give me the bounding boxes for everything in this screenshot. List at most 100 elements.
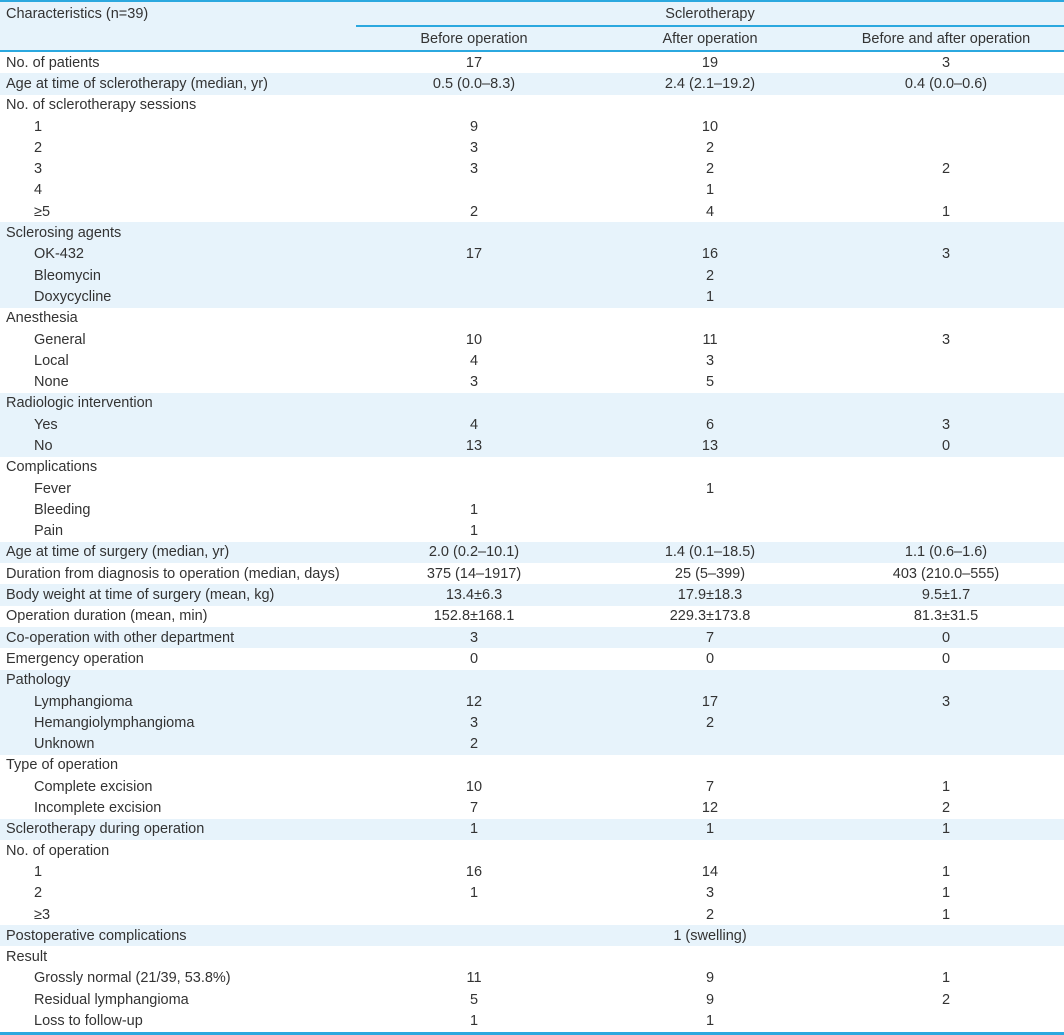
- cell-value: [828, 137, 1064, 158]
- cell-value: 0.5 (0.0–8.3): [356, 73, 592, 95]
- table-subrow: Residual lymphangioma 5 9 2: [0, 989, 1064, 1010]
- cell-value: 4: [705, 203, 715, 220]
- cell-value: [828, 286, 1064, 308]
- row-label: Emergency operation: [6, 650, 144, 667]
- table-subrow: Hemangiolymphangioma 3 2: [0, 712, 1064, 734]
- cell-value: 13: [592, 435, 828, 457]
- table-subrow: OK-432 17 16 3: [0, 243, 1064, 265]
- cell-value: 0: [469, 650, 479, 667]
- cell-value: 1: [941, 863, 951, 880]
- table-row: Duration from diagnosis to operation (me…: [0, 563, 1064, 584]
- row-label: Pathology: [0, 669, 356, 691]
- cell-value: 1: [941, 970, 951, 987]
- cell-value: 2: [705, 906, 715, 923]
- cell-value: [828, 755, 1064, 776]
- cell-value: 17: [356, 243, 592, 265]
- cell-value: 1: [828, 818, 1064, 840]
- row-sublabel: Residual lymphangioma: [34, 991, 189, 1008]
- row-sublabel: Pain: [34, 523, 64, 540]
- table-row: Co-operation with other department 3 7 0: [0, 627, 1064, 649]
- row-label: Radiologic intervention: [0, 392, 356, 415]
- cell-value: 1 (swelling): [592, 925, 828, 947]
- cell-value: 16: [465, 863, 483, 880]
- cell-value: 10: [465, 778, 483, 795]
- cell-value: 1: [592, 818, 828, 840]
- table-row: Operation duration (mean, min) 152.8±168.…: [0, 606, 1064, 627]
- cell-value: 1: [941, 906, 951, 923]
- cell-value: [592, 392, 828, 415]
- table-subrow: Incomplete excision 7 12 2: [0, 797, 1064, 818]
- cell-value: [828, 457, 1064, 478]
- table-subrow: Bleomycin 2: [0, 264, 1064, 287]
- table-row: No. of operation: [0, 840, 1064, 861]
- cell-value: 375 (14–1917): [426, 565, 522, 582]
- cell-value: 17.9±18.3: [592, 584, 828, 606]
- cell-value: 1: [705, 1013, 715, 1029]
- row-sublabel: Bleomycin: [0, 264, 356, 287]
- table-subrow: ≥5 2 4 1: [0, 201, 1064, 222]
- table-row: Anesthesia: [0, 308, 1064, 329]
- cell-value: [356, 925, 592, 947]
- row-label: Operation duration (mean, min): [6, 608, 208, 625]
- table-row: Sclerotherapy during operation 1 1 1: [0, 818, 1064, 840]
- cell-value: [592, 755, 828, 776]
- cell-value: [828, 733, 1064, 755]
- cell-value: [592, 95, 828, 116]
- cell-value: [356, 478, 592, 499]
- cell-value: 3: [828, 690, 1064, 713]
- group-header-sclerotherapy: Sclerotherapy: [356, 1, 1064, 27]
- table-subrow: None 3 5: [0, 371, 1064, 392]
- row-sublabel: Doxycycline: [0, 286, 356, 308]
- row-sublabel: 4: [34, 182, 43, 199]
- cell-value: 3: [705, 885, 715, 902]
- table-row: Age at time of sclerotherapy (median, yr…: [0, 73, 1064, 95]
- cell-value: 152.8±168.1: [433, 608, 515, 625]
- row-sublabel: ≥5: [34, 203, 51, 220]
- cell-value: [828, 521, 1064, 542]
- row-sublabel: 3: [34, 161, 43, 178]
- col-header-before-operation: Before operation: [356, 26, 592, 52]
- table-subrow: Fever 1: [0, 478, 1064, 499]
- row-sublabel: 2: [34, 139, 43, 156]
- table-row: No. of patients 17 19 3: [0, 51, 1064, 73]
- table-subrow: 1 16 14 1: [0, 861, 1064, 882]
- row-sublabel: Yes: [0, 414, 356, 436]
- row-label: Sclerotherapy during operation: [0, 818, 356, 840]
- cell-value: 3: [828, 243, 1064, 265]
- cell-value: 9: [705, 991, 715, 1008]
- row-sublabel: Lymphangioma: [0, 690, 356, 713]
- table-title: Characteristics (n=39): [0, 1, 356, 26]
- table-row: Emergency operation 0 0 0: [0, 648, 1064, 669]
- row-sublabel: Bleeding: [34, 501, 91, 518]
- cell-value: 2: [592, 712, 828, 734]
- cell-value: [828, 1010, 1064, 1033]
- cell-value: [828, 669, 1064, 691]
- cell-value: 3: [356, 627, 592, 649]
- cell-value: 2: [941, 991, 951, 1008]
- row-sublabel: General: [34, 331, 86, 348]
- row-label: Sclerosing agents: [0, 222, 356, 244]
- cell-value: 5: [469, 991, 479, 1008]
- cell-value: 1: [941, 203, 951, 220]
- cell-value: 2.4 (2.1–19.2): [592, 73, 828, 95]
- cell-value: 0: [828, 435, 1064, 457]
- cell-value: 17: [465, 54, 483, 71]
- table-subrow: ≥3 2 1: [0, 904, 1064, 925]
- cell-value: 13.4±6.3: [356, 584, 592, 606]
- cell-value: 2.0 (0.2–10.1): [356, 541, 592, 564]
- table-body: No. of patients 17 19 3 Age at time of scler…: [0, 51, 1064, 1033]
- cell-value: [828, 264, 1064, 287]
- row-label: Postoperative complications: [0, 925, 356, 947]
- cell-value: 13: [356, 435, 592, 457]
- table-subrow: Local 4 3: [0, 350, 1064, 371]
- table-row: Postoperative complications 1 (swelling): [0, 925, 1064, 947]
- cell-value: 1: [941, 885, 951, 902]
- cell-value: [828, 95, 1064, 116]
- table-row: No. of sclerotherapy sessions: [0, 95, 1064, 116]
- row-label: Age at time of sclerotherapy (median, yr…: [0, 73, 356, 95]
- cell-value: 229.3±173.8: [669, 608, 751, 625]
- cell-value: 3: [941, 331, 951, 348]
- cell-value: 0.4 (0.0–0.6): [828, 73, 1064, 95]
- cell-value: 6: [592, 414, 828, 436]
- cell-value: [592, 946, 828, 967]
